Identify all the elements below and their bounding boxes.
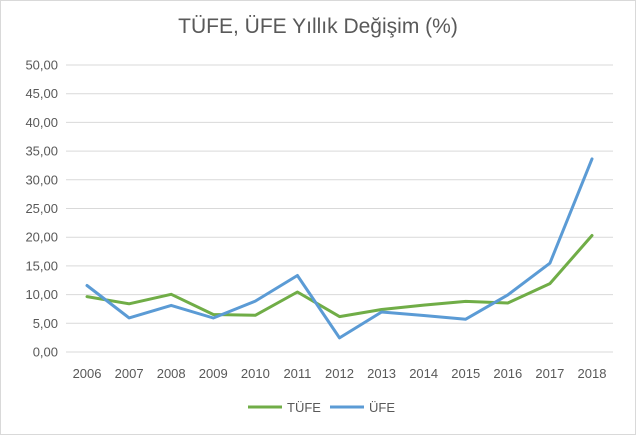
y-tick-label: 10,00 <box>25 287 58 302</box>
y-tick-label: 5,00 <box>33 316 58 331</box>
y-tick-label: 15,00 <box>25 258 58 273</box>
x-tick-label: 2010 <box>241 366 270 381</box>
gridlines <box>66 64 613 353</box>
y-tick-label: 40,00 <box>25 115 58 130</box>
y-tick-label: 30,00 <box>25 172 58 187</box>
y-tick-label: 20,00 <box>25 230 58 245</box>
series-line-tüfe <box>85 234 594 319</box>
y-axis-ticks: 0,00 5,00 10,00 15,00 20,00 25,00 30,00 35,00 40… <box>25 58 58 360</box>
legend-label: ÜFE <box>369 400 395 415</box>
x-tick-label: 2011 <box>283 366 311 381</box>
x-tick-label: 2013 <box>367 366 396 381</box>
x-tick-label: 2006 <box>73 366 102 381</box>
series-lines <box>85 157 594 340</box>
y-tick-label: 35,00 <box>25 144 58 159</box>
x-tick-label: 2017 <box>535 366 564 381</box>
x-tick-label: 2015 <box>451 366 480 381</box>
x-tick-label: 2014 <box>409 366 438 381</box>
x-tick-label: 2012 <box>325 366 354 381</box>
x-tick-label: 2016 <box>493 366 522 381</box>
y-tick-label: 25,00 <box>25 201 58 216</box>
chart-title: TÜFE, ÜFE Yıllık Değişim (%) <box>178 15 458 38</box>
legend: TÜFE ÜFE <box>248 400 395 415</box>
legend-label: TÜFE <box>287 400 321 415</box>
y-tick-label: 50,00 <box>25 58 58 73</box>
x-tick-label: 2007 <box>115 366 144 381</box>
x-axis-ticks: 2006 2007 2008 2009 2010 2011 2012 2013 2014 2015… <box>73 366 607 381</box>
y-tick-label: 0,00 <box>33 345 58 360</box>
series-line-üfe <box>85 157 594 340</box>
x-tick-label: 2008 <box>157 366 186 381</box>
x-tick-label: 2018 <box>578 366 607 381</box>
x-tick-label: 2009 <box>199 366 228 381</box>
y-tick-label: 45,00 <box>25 86 58 101</box>
